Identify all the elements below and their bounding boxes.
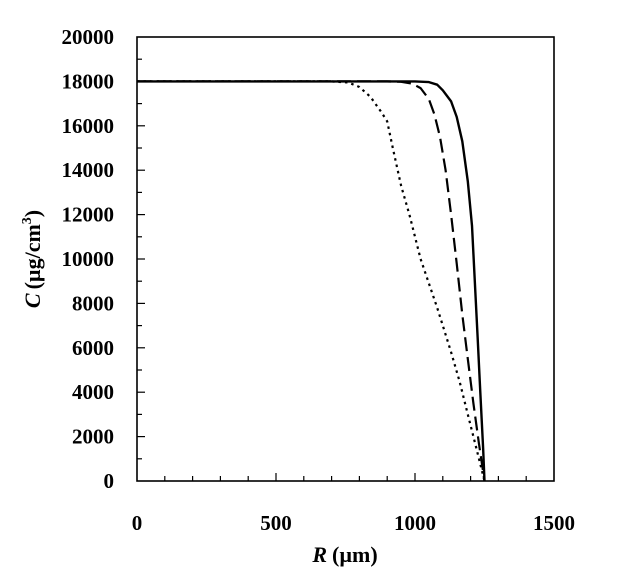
- y-tick-label: 2000: [72, 425, 114, 449]
- y-tick-label: 4000: [72, 380, 114, 404]
- y-axis-var: C: [20, 293, 45, 308]
- series-group: [137, 80, 486, 482]
- tick-labels: 0 500 1000 1500 0 2000 4000 6000 8000 10000 12000 1…: [62, 25, 576, 535]
- x-axis-unit: (µm): [332, 542, 378, 567]
- y-tick-label: 18000: [62, 69, 115, 93]
- x-tick-label: 0: [132, 511, 143, 535]
- y-tick-label: 14000: [62, 158, 115, 182]
- x-axis-var: R: [311, 542, 327, 567]
- y-tick-label: 6000: [72, 336, 114, 360]
- ticks: [137, 58, 527, 481]
- series-line-dotted: [137, 80, 486, 482]
- x-tick-label: 1000: [394, 511, 436, 535]
- y-tick-label: 0: [104, 469, 115, 493]
- y-axis-label: C (µg/cm3): [20, 210, 45, 308]
- x-tick-label: 500: [260, 511, 292, 535]
- y-axis-unit-sup: 3: [20, 217, 35, 224]
- y-tick-label: 16000: [62, 114, 115, 138]
- y-tick-label: 10000: [62, 247, 115, 271]
- y-axis-unit-close: ): [20, 210, 45, 217]
- plot-frame: [136, 36, 555, 482]
- y-tick-label: 20000: [62, 25, 115, 49]
- x-tick-label: 1500: [533, 511, 575, 535]
- y-axis-unit: (µg/cm: [20, 224, 45, 289]
- y-tick-label: 8000: [72, 291, 114, 315]
- x-axis-label: R (µm): [311, 542, 377, 567]
- series-line-dashed: [137, 80, 486, 482]
- y-tick-label: 12000: [62, 203, 115, 227]
- series-line-solid: [137, 80, 486, 482]
